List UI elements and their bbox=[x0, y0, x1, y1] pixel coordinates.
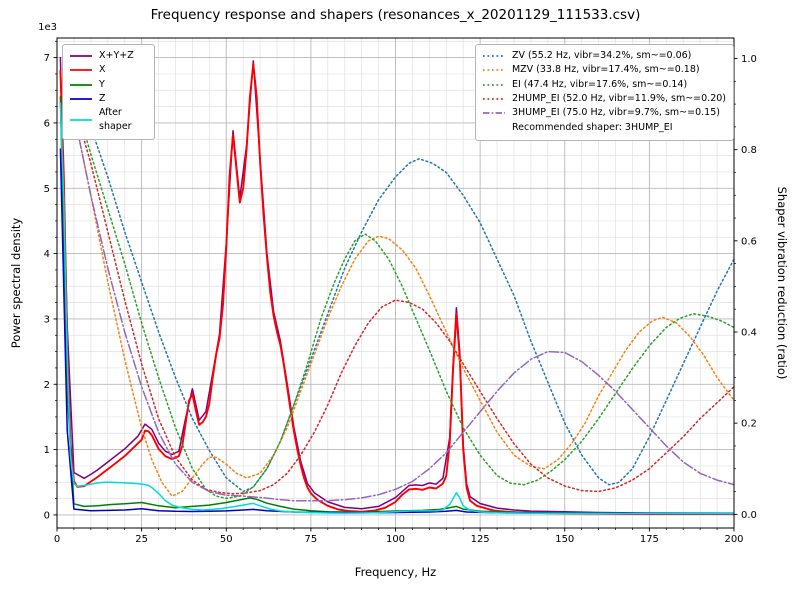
y-axis-left-label: Power spectral density bbox=[9, 217, 23, 349]
legend-line-sample bbox=[70, 83, 92, 86]
curve-z bbox=[59, 148, 734, 515]
legend-item-label: MZV (33.8 Hz, vibr=17.4%, sm~=0.18) bbox=[511, 64, 700, 76]
legend-line-sample bbox=[482, 112, 505, 114]
x-tick-label: 25 bbox=[135, 534, 148, 545]
curve-mzv bbox=[63, 57, 734, 497]
legend-item: ZV (55.2 Hz, vibr=34.2%, sm~=0.06) bbox=[482, 49, 726, 63]
plot-area bbox=[59, 56, 734, 516]
curve-ei bbox=[63, 57, 734, 500]
legend-line-sample bbox=[70, 98, 92, 100]
y-left-tick-label: 1 bbox=[44, 445, 50, 456]
chart-title: Frequency response and shapers (resonanc… bbox=[150, 7, 641, 23]
x-tick-label: 100 bbox=[386, 534, 405, 545]
legend-item: Z bbox=[69, 92, 147, 106]
y-right-tick-label: 1.0 bbox=[741, 54, 757, 65]
y-right-tick-label: 0.0 bbox=[741, 510, 757, 521]
legend-item-label: 3HUMP_EI (75.0 Hz, vibr=9.7%, sm~=0.15) bbox=[511, 107, 720, 118]
x-tick-label: 175 bbox=[640, 534, 659, 545]
psd-legend: X+Y+Z X Y Z After shaper bbox=[62, 44, 155, 140]
y-right-tick-label: 0.2 bbox=[741, 419, 757, 430]
x-tick-label: 50 bbox=[220, 534, 233, 545]
legend-item: 2HUMP_EI (52.0 Hz, vibr=11.9%, sm~=0.20) bbox=[482, 92, 726, 106]
legend-item: EI (47.4 Hz, vibr=17.6%, sm~=0.14) bbox=[482, 78, 726, 92]
curve-2hump_ei bbox=[63, 57, 734, 495]
legend-line-sample bbox=[482, 98, 505, 100]
shaper-legend: ZV (55.2 Hz, vibr=34.2%, sm~=0.06) MZV (3… bbox=[474, 44, 734, 141]
recommended-shaper-note: Recommended shaper: 3HUMP_EI bbox=[482, 121, 726, 135]
legend-item: Y bbox=[69, 78, 147, 92]
y-right-tick-label: 0.6 bbox=[741, 236, 757, 247]
legend-item-label: 2HUMP_EI (52.0 Hz, vibr=11.9%, sm~=0.20) bbox=[511, 92, 726, 104]
x-tick-label: 125 bbox=[471, 534, 490, 545]
x-tick-label: 200 bbox=[724, 534, 743, 545]
legend-item-label: X bbox=[99, 64, 106, 76]
legend-item: 3HUMP_EI (75.0 Hz, vibr=9.7%, sm~=0.15) bbox=[482, 106, 726, 120]
legend-item-label: EI (47.4 Hz, vibr=17.6%, sm~=0.14) bbox=[511, 78, 688, 90]
y-left-tick-label: 6 bbox=[44, 118, 50, 129]
legend-line-sample bbox=[70, 69, 92, 72]
curve-x bbox=[59, 63, 734, 516]
curve-y bbox=[59, 96, 734, 515]
legend-line-sample bbox=[70, 119, 92, 122]
y-axis-right-label: Shaper vibration reduction (ratio) bbox=[775, 186, 789, 380]
y-left-tick-label: 4 bbox=[44, 249, 50, 260]
legend-item: MZV (33.8 Hz, vibr=17.4%, sm~=0.18) bbox=[482, 63, 726, 77]
y-left-tick-label: 0 bbox=[44, 510, 50, 521]
x-tick-label: 75 bbox=[305, 534, 318, 545]
x-axis-label: Frequency, Hz bbox=[354, 565, 437, 579]
legend-line-sample bbox=[482, 83, 505, 86]
curve-after bbox=[59, 102, 734, 515]
legend-item: After shaper bbox=[69, 106, 147, 135]
y-left-tick-label: 2 bbox=[44, 380, 50, 391]
y-left-tick-label: 3 bbox=[44, 314, 50, 325]
legend-item-label: ZV (55.2 Hz, vibr=34.2%, sm~=0.06) bbox=[511, 50, 692, 61]
legend-item-label: Z bbox=[99, 92, 106, 104]
axis-offset-text: 1e3 bbox=[38, 22, 57, 33]
recommended-shaper-text: Recommended shaper: 3HUMP_EI bbox=[511, 122, 673, 134]
legend-item: X bbox=[69, 63, 147, 77]
y-left-tick-label: 7 bbox=[44, 53, 50, 64]
legend-line-sample bbox=[70, 55, 92, 57]
legend-item-label: X+Y+Z bbox=[99, 50, 134, 61]
legend-item-label: Y bbox=[99, 78, 105, 90]
x-tick-label: 150 bbox=[555, 534, 574, 545]
legend-item: X+Y+Z bbox=[69, 49, 147, 63]
y-left-tick-label: 5 bbox=[44, 184, 50, 195]
curve-zv bbox=[63, 57, 734, 493]
legend-item-label: After shaper bbox=[99, 107, 132, 133]
legend-line-sample bbox=[482, 55, 505, 57]
curve-3hump_ei bbox=[63, 57, 734, 502]
y-right-tick-label: 0.8 bbox=[741, 145, 757, 156]
legend-line-sample bbox=[482, 69, 505, 72]
x-tick-label: 0 bbox=[54, 534, 60, 545]
y-right-tick-label: 0.4 bbox=[741, 328, 757, 339]
